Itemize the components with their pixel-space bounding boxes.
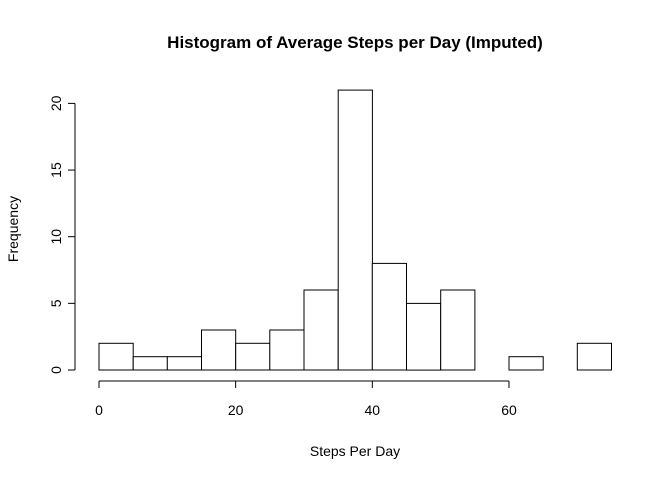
histogram-bar-9	[406, 302, 442, 371]
y-tick-label-2: 10	[48, 229, 64, 245]
histogram-bar-6	[303, 289, 339, 371]
histogram-bar-1	[132, 356, 168, 371]
histogram-bar-10	[440, 289, 476, 371]
y-axis-label: Frequency	[5, 196, 21, 262]
histogram-bar-2	[166, 356, 203, 371]
histogram-bar-3	[201, 329, 237, 371]
bars-group	[98, 89, 612, 371]
histogram-bar-0	[98, 342, 134, 371]
x-tick-label-2: 40	[365, 402, 381, 418]
histogram-bar-4	[235, 342, 271, 371]
histogram-bar-12	[508, 356, 544, 371]
histogram-bar-7	[337, 89, 373, 371]
x-axis: 0 20 40 60	[95, 380, 517, 418]
x-tick-label-0: 0	[95, 402, 103, 418]
y-tick-label-4: 20	[48, 95, 64, 111]
y-tick-label-0: 0	[48, 366, 64, 374]
x-tick-label-1: 20	[228, 402, 244, 418]
histogram-bar-5	[269, 329, 305, 371]
histogram-bar-8	[371, 262, 407, 371]
chart-title: Histogram of Average Steps per Day (Impu…	[167, 33, 543, 52]
y-axis: 0 5 10 15 20	[48, 95, 76, 374]
histogram-bar-14	[576, 342, 612, 371]
x-tick-label-3: 60	[501, 402, 517, 418]
x-axis-label: Steps Per Day	[310, 443, 400, 459]
y-tick-label-1: 5	[48, 299, 64, 307]
y-tick-label-3: 15	[48, 162, 64, 178]
